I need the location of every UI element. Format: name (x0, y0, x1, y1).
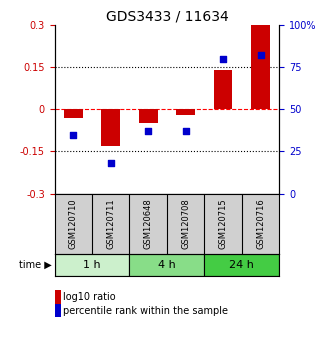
Text: 1 h: 1 h (83, 260, 101, 270)
Point (71, 132, 76, 137)
Text: 24 h: 24 h (230, 260, 254, 270)
Point (221, 56, 226, 61)
Bar (251, 25, 270, 109)
Text: percentile rank within the sample: percentile rank within the sample (63, 306, 228, 316)
Bar (64, 109, 83, 118)
Bar (101, 109, 120, 146)
Bar (139, 109, 158, 123)
Point (183, 128, 188, 134)
Text: GSM120716: GSM120716 (256, 198, 265, 249)
Text: time ▶: time ▶ (19, 260, 51, 270)
Text: log10 ratio: log10 ratio (63, 292, 115, 302)
Bar (129, 253, 204, 276)
Bar (55, 253, 129, 276)
Text: GSM120708: GSM120708 (181, 198, 190, 249)
Text: GSM120711: GSM120711 (106, 198, 115, 249)
Text: GSM120715: GSM120715 (219, 198, 228, 249)
Text: GSM120648: GSM120648 (144, 198, 153, 249)
Point (108, 160, 113, 166)
Text: GSM120710: GSM120710 (69, 198, 78, 249)
Text: 4 h: 4 h (158, 260, 176, 270)
Point (146, 128, 151, 134)
Bar (214, 70, 232, 109)
Bar (176, 109, 195, 115)
Point (258, 52, 263, 58)
Bar (204, 253, 279, 276)
Title: GDS3433 / 11634: GDS3433 / 11634 (106, 10, 228, 24)
